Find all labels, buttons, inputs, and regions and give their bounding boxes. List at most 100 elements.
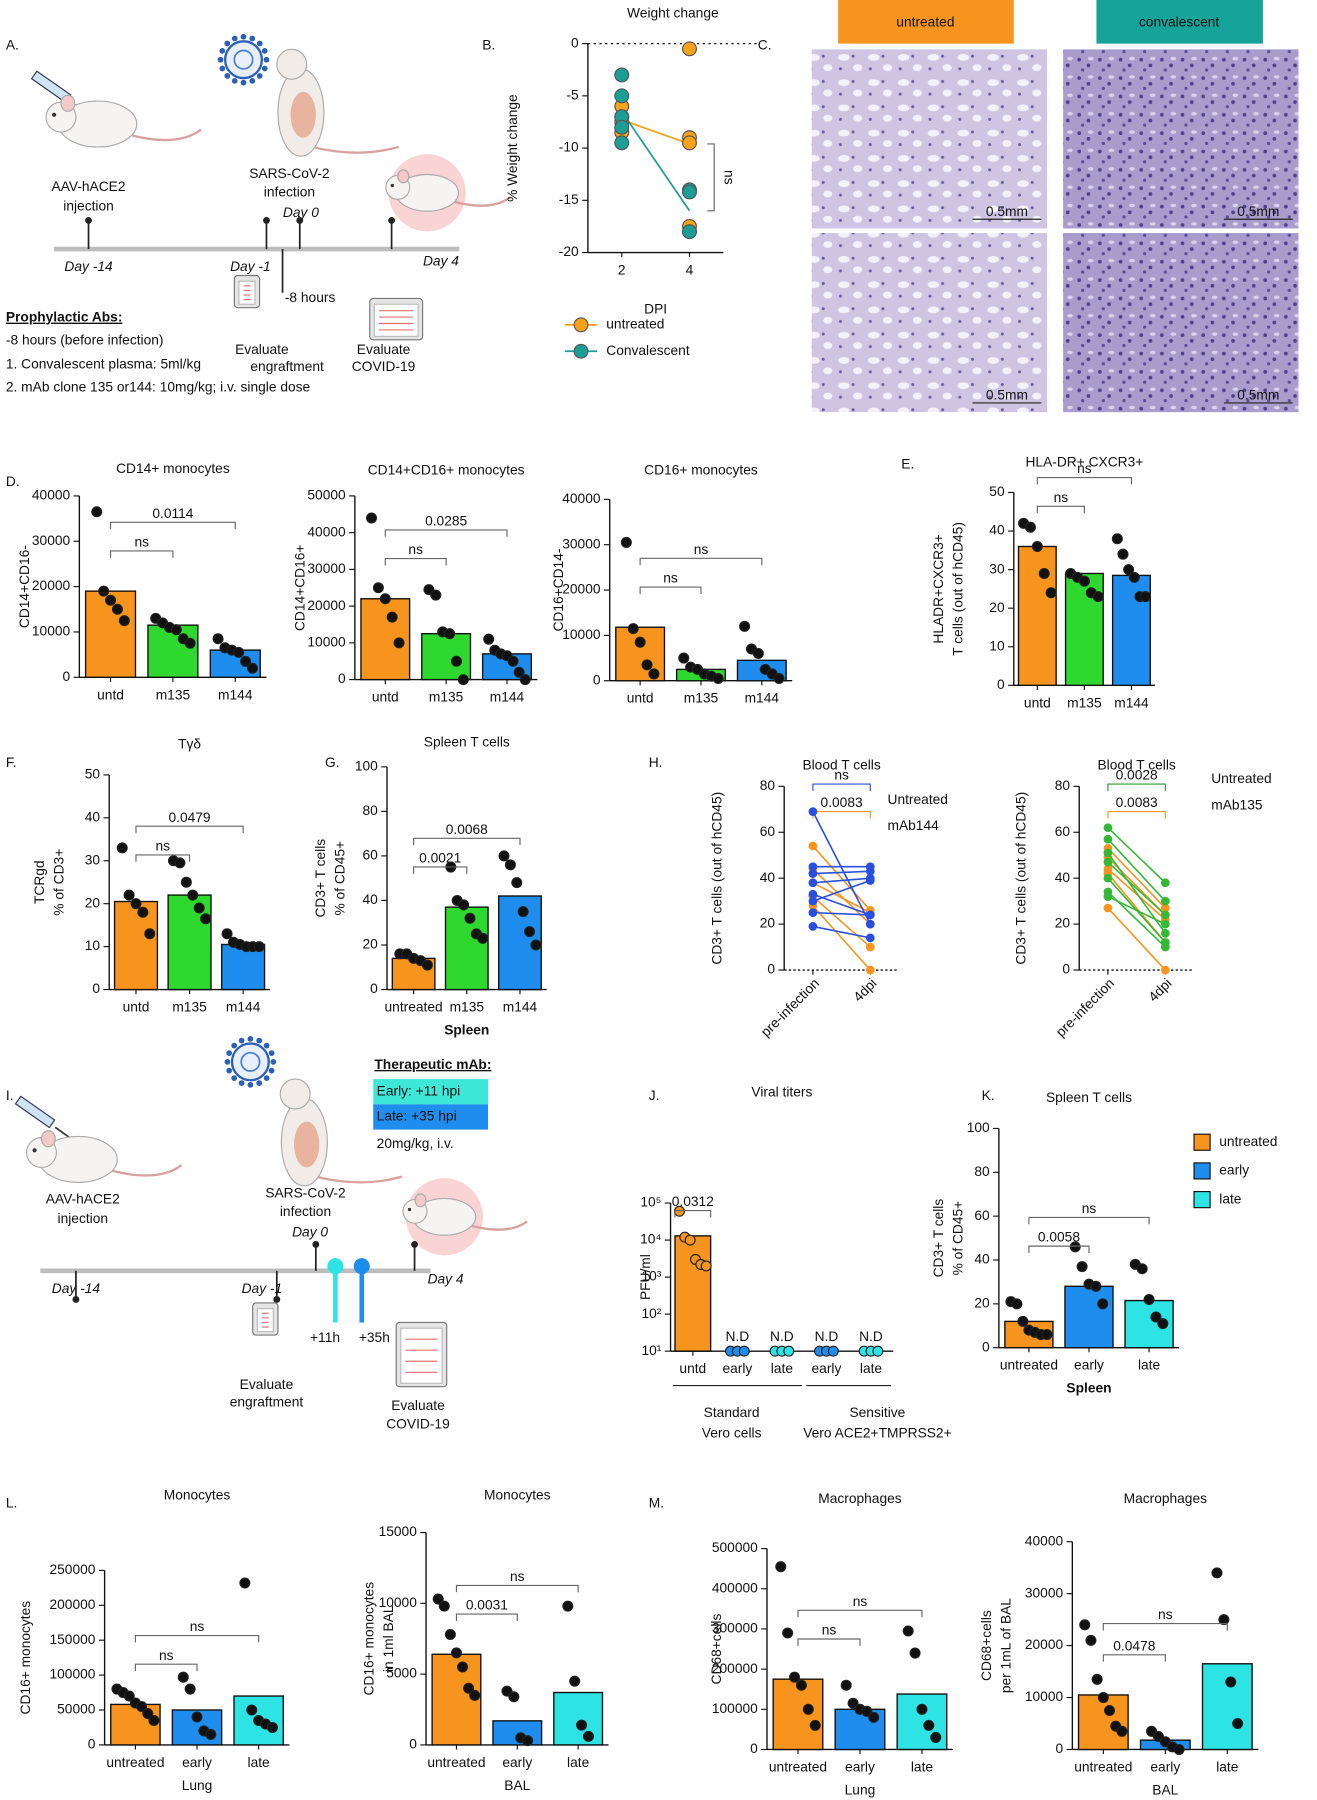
series-line [621, 111, 691, 212]
mouse-eye [32, 1148, 37, 1153]
y-tick-label: -15 [559, 192, 579, 207]
virus-spike [261, 48, 268, 54]
comparison-label: 0.0312 [672, 1194, 714, 1209]
y-axis-label: CD68+cells [979, 1610, 994, 1681]
data-point [865, 965, 875, 975]
data-point [752, 648, 764, 660]
legend-label: mAb144 [888, 818, 940, 833]
bracket [1036, 505, 1085, 514]
data-point [200, 913, 212, 925]
mouse-ear [397, 169, 410, 184]
comparison-label: ns [155, 839, 170, 854]
virus-spike [263, 56, 270, 63]
data-point [789, 1671, 801, 1683]
legend-marker [573, 317, 589, 333]
virus-spike [268, 1067, 275, 1074]
y-axis-label: CD3+ T cells [931, 1199, 946, 1278]
mouse-head [276, 48, 308, 80]
data-point [808, 807, 818, 816]
y-tick-label: 10⁴ [640, 1232, 661, 1247]
virus-spike [219, 48, 226, 54]
data-point [1160, 942, 1170, 952]
mouse-organs [294, 1121, 320, 1168]
y-tick-label: -10 [559, 140, 579, 155]
histology-image [811, 49, 1048, 229]
y-tick-label: 10² [641, 1306, 661, 1321]
dose-head [327, 1258, 344, 1275]
virus [223, 40, 264, 80]
label: Day -1 [230, 259, 271, 274]
label: infection [264, 184, 315, 199]
group-label: Vero ACE2+TMPRSS2+ [803, 1425, 951, 1440]
data-point [782, 1627, 794, 1639]
y-tick-label: 80 [363, 803, 379, 818]
virus-spike [249, 78, 256, 84]
data-point [1116, 1725, 1128, 1737]
data-point [1038, 567, 1050, 579]
data-point [641, 659, 653, 671]
y-tick-label: 20000 [562, 582, 601, 597]
x-tick-label: m144 [503, 1000, 538, 1015]
data-point [458, 899, 470, 911]
data-point [1103, 834, 1113, 844]
data-point [865, 919, 875, 929]
y-tick-label: 20 [85, 895, 101, 910]
data-point [1085, 1634, 1097, 1646]
x-tick-label: late [567, 1755, 590, 1770]
x-tick-label: untreated [385, 1000, 443, 1015]
label: AAV-hACE2 [46, 1191, 120, 1206]
bracket [812, 783, 871, 791]
data-point [562, 1600, 574, 1612]
x-tick-label: m144 [1114, 695, 1149, 710]
y-tick-label: 0 [571, 35, 579, 50]
y-tick-label: 80 [974, 1164, 990, 1179]
comparison-label: ns [1082, 1201, 1097, 1216]
data-point [682, 184, 697, 200]
y-tick-label: 10³ [641, 1269, 661, 1284]
data-point [582, 1730, 594, 1742]
y-tick-label: 0 [1062, 962, 1070, 977]
mouse-tail [131, 128, 202, 142]
y-tick-label: 10000 [562, 627, 601, 642]
x-tick-label: m144 [490, 690, 525, 705]
label: -8 hours (before infection) [6, 333, 164, 348]
data-point [1225, 1676, 1237, 1688]
x-tick-label: untreated [427, 1755, 485, 1770]
value-label: N.D [815, 1329, 839, 1344]
y-tick-label: 40 [974, 1252, 990, 1267]
histology-image [1063, 49, 1299, 229]
data-point [1097, 1692, 1109, 1704]
data-point [808, 922, 818, 931]
x-tick-label: 4dpi [851, 976, 880, 1005]
bracket [109, 550, 174, 558]
data-point [865, 942, 875, 952]
virus-core [233, 49, 254, 70]
x-axis-label: BAL [504, 1778, 530, 1793]
chart-title: Viral titers [751, 1084, 812, 1099]
bar [1064, 1285, 1114, 1349]
panel-label: M. [649, 1495, 664, 1510]
panel-label: E. [901, 457, 914, 472]
data-point [464, 912, 476, 924]
data-point [808, 896, 818, 906]
x-axis-label: Spleen [444, 1023, 489, 1038]
x-axis-label: DPI [644, 302, 667, 317]
chart-title: Macrophages [818, 1491, 902, 1506]
group-label: Vero cells [702, 1425, 762, 1440]
y-tick-label: 60 [974, 1208, 990, 1223]
y-axis-label: PFU/ml [638, 1254, 653, 1300]
data-point [865, 866, 875, 876]
comparison-label: ns [721, 170, 736, 185]
x-tick-label: untreated [1000, 1358, 1058, 1373]
label: injection [58, 1211, 109, 1226]
y-tick-label: 40 [85, 809, 101, 824]
bracket [135, 825, 244, 834]
x-tick-label: untd [123, 1000, 150, 1015]
virus-spike [256, 1037, 263, 1044]
data-point [634, 636, 646, 648]
x-tick-label: late [1216, 1759, 1239, 1774]
data-point [421, 959, 433, 971]
mouse-tail [112, 1164, 183, 1177]
bar [674, 1235, 712, 1352]
